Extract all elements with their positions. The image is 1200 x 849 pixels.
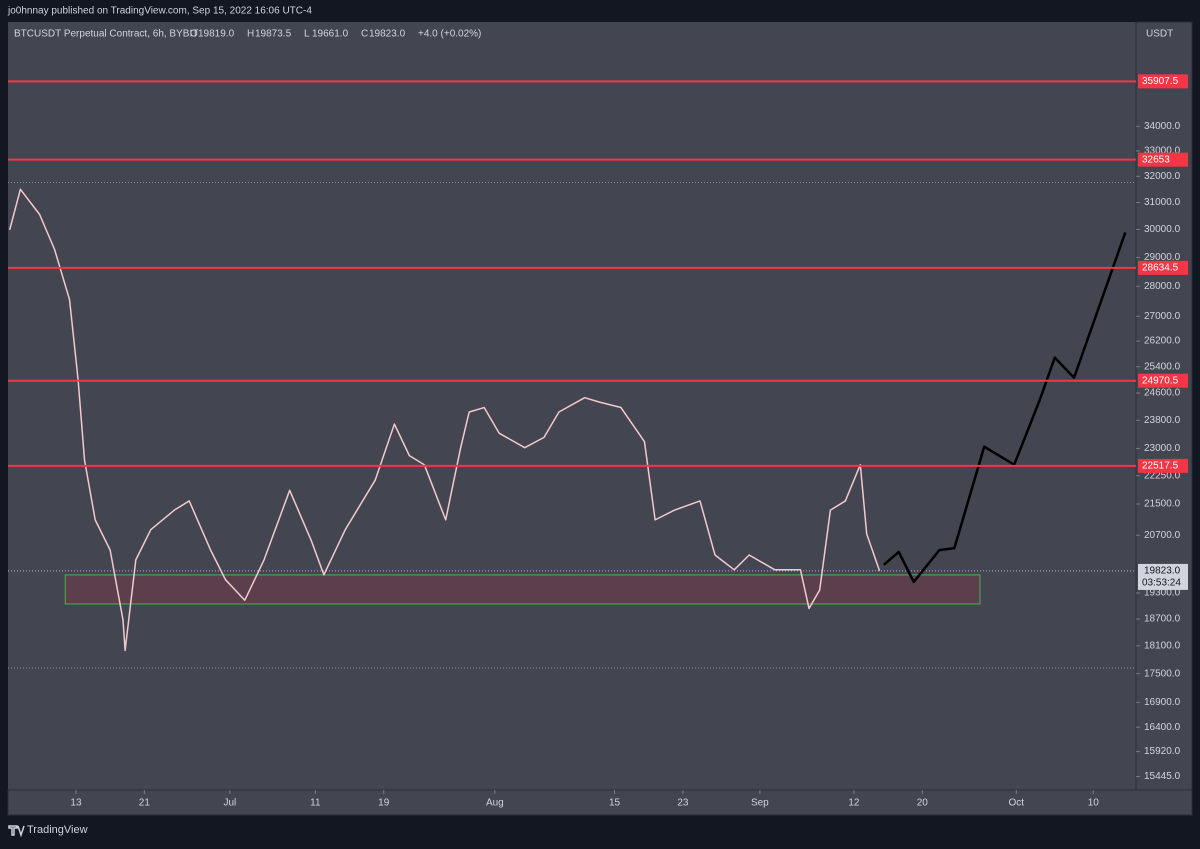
x-tick-label: Oct <box>1009 798 1025 809</box>
level-tag <box>1138 152 1188 167</box>
countdown: 03:53:24 <box>1142 578 1181 589</box>
zone <box>64 574 981 605</box>
x-tick-label: 13 <box>70 798 82 809</box>
x-tick-label: 15 <box>609 798 621 809</box>
ohlc-label: H <box>247 29 254 40</box>
x-tick-label: Sep <box>751 798 769 809</box>
last-price-label: 19823.0 <box>1144 566 1181 577</box>
y-tick-label: 18700.0 <box>1144 614 1181 625</box>
ohlc-label: L <box>304 29 310 40</box>
ohlc-label: O <box>190 29 198 40</box>
series-line <box>8 188 881 652</box>
level-label: 22517.5 <box>1142 461 1179 472</box>
level-tag <box>1138 373 1188 388</box>
y-tick-label: 17500.0 <box>1144 668 1181 679</box>
last-price-tag <box>1138 563 1188 590</box>
y-tick-label: 15920.0 <box>1144 746 1181 757</box>
y-tick-label: 21500.0 <box>1144 499 1181 510</box>
y-tick-label: 33000.0 <box>1144 146 1181 157</box>
y-tick-label: 24600.0 <box>1144 388 1181 399</box>
y-tick-label: 16900.0 <box>1144 697 1181 708</box>
y-tick-label: 23800.0 <box>1144 415 1181 426</box>
header: jo0hnnay published on TradingView.com, S… <box>7 6 312 17</box>
ohlc-label: C <box>361 29 368 40</box>
level-label: 24970.5 <box>1142 375 1179 386</box>
currency: USDT <box>1146 29 1173 40</box>
y-tick-label: 32000.0 <box>1144 171 1181 182</box>
level-label: 32653 <box>1142 154 1170 165</box>
x-tick-label: 10 <box>1088 798 1100 809</box>
ohlc-value: 19823.0 <box>369 29 406 40</box>
y-tick-label: 25400.0 <box>1144 361 1181 372</box>
y-tick-label: 23000.0 <box>1144 443 1181 454</box>
plot-area <box>8 22 1136 790</box>
level-tag <box>1138 458 1188 473</box>
y-tick-label: 15445.0 <box>1144 771 1181 782</box>
series-line <box>882 232 1127 584</box>
change: +4.0 (+0.02%) <box>418 29 481 40</box>
x-tick-label: 11 <box>310 798 321 809</box>
y-tick-label: 31000.0 <box>1144 197 1181 208</box>
time-axis <box>7 789 1193 816</box>
y-tick-label: 34000.0 <box>1144 121 1181 132</box>
logo <box>8 825 25 838</box>
level-tag <box>1138 74 1188 89</box>
level-label: 35907.5 <box>1142 76 1179 87</box>
ohlc-value: 19819.0 <box>198 29 235 40</box>
price-axis <box>1135 21 1193 791</box>
y-tick-label: 28000.0 <box>1144 281 1181 292</box>
y-tick-label: 26200.0 <box>1144 336 1181 347</box>
ohlc-value: 19873.5 <box>255 29 292 40</box>
y-tick-label: 19300.0 <box>1144 588 1181 599</box>
ohlc-value: 19661.0 <box>312 29 349 40</box>
x-tick-label: Aug <box>486 798 504 809</box>
x-tick-label: 19 <box>378 798 390 809</box>
y-tick-label: 18100.0 <box>1144 640 1181 651</box>
x-tick-label: 21 <box>139 798 151 809</box>
x-tick-label: 12 <box>848 798 860 809</box>
y-tick-label: 30000.0 <box>1144 224 1181 235</box>
y-tick-label: 27000.0 <box>1144 311 1181 322</box>
x-tick-label: Jul <box>223 798 236 809</box>
x-tick-label: 20 <box>917 798 929 809</box>
level-label: 28634.5 <box>1142 263 1179 274</box>
x-tick-label: 23 <box>677 798 689 809</box>
symbol: BTCUSDT Perpetual Contract, 6h, BYBIT <box>14 29 198 40</box>
y-tick-label: 16400.0 <box>1144 722 1181 733</box>
footer: TradingView <box>27 824 88 836</box>
y-tick-label: 29000.0 <box>1144 252 1181 263</box>
y-tick-label: 22250.0 <box>1144 470 1181 481</box>
y-tick-label: 20700.0 <box>1144 530 1181 541</box>
level-tag <box>1138 260 1188 275</box>
